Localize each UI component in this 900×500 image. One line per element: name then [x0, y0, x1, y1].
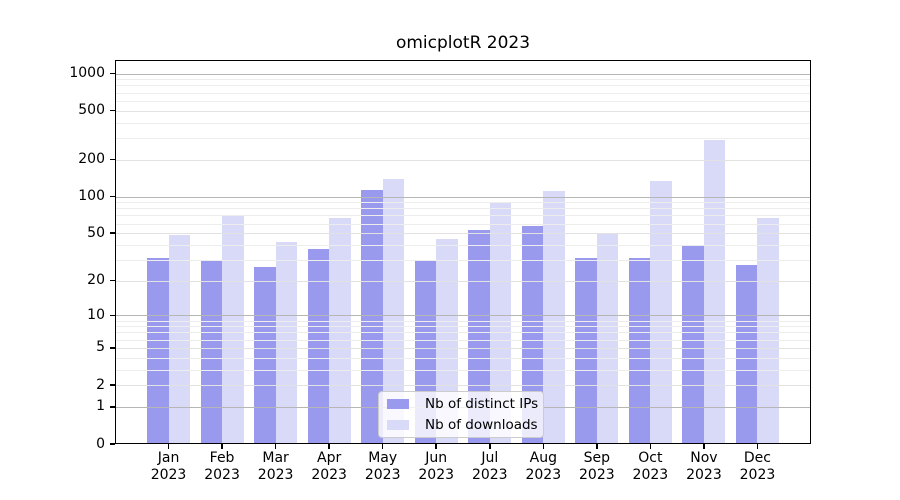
y-tick-label: 10 — [87, 306, 105, 323]
x-tick-label: May 2023 — [364, 450, 401, 483]
x-tick-label: Nov 2023 — [686, 450, 722, 483]
y-tick-label: 20 — [87, 272, 105, 289]
x-tick-label: Jul 2023 — [471, 450, 508, 483]
legend: Nb of distinct IPs Nb of downloads — [378, 391, 544, 438]
x-tick-mark — [167, 444, 170, 449]
x-tick-mark — [489, 444, 491, 449]
legend-label-distinct-ips: Nb of distinct IPs — [425, 396, 539, 412]
x-tick-label: Mar 2023 — [257, 450, 294, 483]
y-tick-label: 1000 — [69, 65, 105, 81]
legend-item-distinct-ips: Nb of distinct IPs — [387, 396, 539, 412]
y-tick-label: 0 — [96, 435, 105, 452]
legend-item-downloads: Nb of downloads — [387, 417, 538, 433]
y-tick-label: 50 — [87, 224, 105, 241]
x-tick-mark — [649, 444, 652, 449]
x-tick-mark — [274, 444, 277, 449]
x-tick-mark — [596, 444, 598, 449]
y-tick-label: 500 — [78, 102, 105, 119]
x-tick-label: Jun 2023 — [418, 450, 455, 483]
legend-swatch-distinct-ips — [387, 399, 409, 409]
x-tick-mark — [381, 444, 384, 449]
legend-swatch-downloads — [387, 420, 409, 430]
y-tick-label: 5 — [96, 339, 105, 356]
plot-frame — [115, 60, 811, 444]
x-tick-mark — [435, 444, 437, 449]
x-tick-label: Oct 2023 — [632, 450, 669, 483]
x-tick-mark — [328, 444, 330, 449]
x-tick-label: Feb 2023 — [204, 450, 240, 483]
x-tick-mark — [703, 444, 705, 449]
x-tick-mark — [221, 444, 223, 449]
y-tick-label: 2 — [96, 376, 105, 393]
x-tick-label: Dec 2023 — [739, 450, 776, 483]
x-tick-label: Aug 2023 — [525, 450, 562, 483]
legend-label-downloads: Nb of downloads — [425, 417, 538, 433]
x-tick-label: Apr 2023 — [311, 450, 347, 483]
y-tick-label: 100 — [78, 188, 105, 204]
x-tick-mark — [542, 444, 545, 449]
y-tick-label: 1 — [96, 398, 105, 415]
chart-title: omicplotR 2023 — [395, 33, 531, 53]
x-tick-label: Sep 2023 — [579, 450, 615, 483]
y-tick-label: 200 — [78, 151, 105, 168]
x-tick-label: Jan 2023 — [150, 450, 187, 483]
x-tick-mark — [756, 444, 759, 449]
